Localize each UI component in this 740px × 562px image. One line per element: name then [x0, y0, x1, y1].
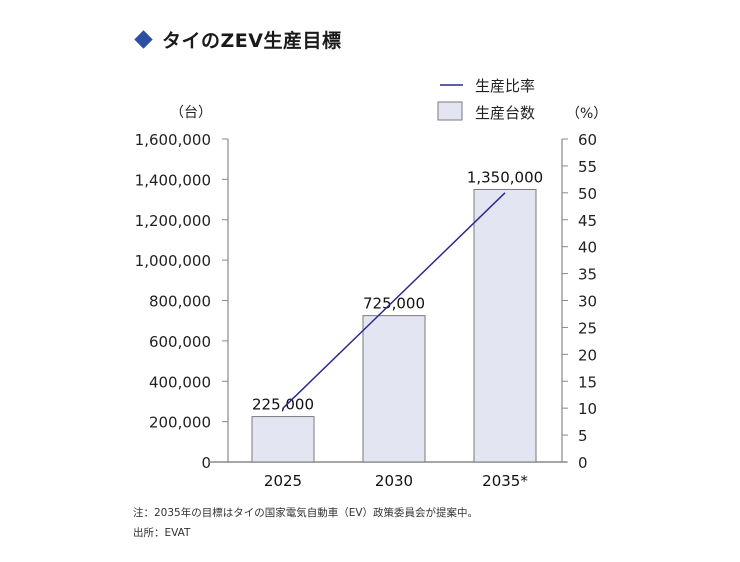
right-tick-label: 35 [578, 266, 597, 284]
right-tick-label: 45 [578, 212, 597, 230]
bar-value-label: 1,350,000 [467, 168, 543, 186]
chart-area: 生産比率 生産台数 （台） （%） 0 200,000 400,000 600,000… [135, 77, 608, 490]
left-tick-label: 800,000 [149, 293, 211, 311]
left-tick-label: 1,200,000 [135, 212, 211, 230]
right-tick-label: 0 [578, 454, 588, 472]
note-text: 注：2035年の目標はタイの国家電気自動車（EV）政策委員会が提案中。 [133, 507, 479, 519]
bar-value-label: 725,000 [363, 295, 425, 313]
left-tick-label: 1,000,000 [135, 252, 211, 270]
left-tick-label: 1,600,000 [135, 131, 211, 149]
line-series [282, 192, 506, 409]
x-axis-labels: 2025 2030 2035* [264, 472, 528, 490]
right-tick-label: 55 [578, 158, 597, 176]
x-tick-label: 2030 [375, 472, 413, 490]
legend-bar-swatch [437, 101, 463, 121]
legend-bar-label: 生産台数 [475, 104, 535, 122]
left-tick-label: 1,400,000 [135, 171, 211, 189]
left-axis: 0 200,000 400,000 600,000 800,000 1,000,000 1,… [135, 131, 567, 472]
legend: 生産比率 生産台数 [437, 77, 535, 122]
legend-line-label: 生産比率 [475, 77, 535, 95]
right-tick-label: 60 [578, 131, 597, 149]
left-tick-label: 200,000 [149, 414, 211, 432]
x-tick-label: 2035* [482, 472, 528, 490]
left-tick-label: 400,000 [149, 373, 211, 391]
left-axis-unit: （台） [170, 105, 212, 121]
right-tick-label: 15 [578, 373, 597, 391]
source-text: 出所：EVAT [133, 527, 191, 539]
x-tick-label: 2025 [264, 472, 302, 490]
right-tick-label: 20 [578, 346, 597, 364]
left-tick-label: 600,000 [149, 333, 211, 351]
right-axis-unit: （%） [566, 106, 607, 122]
right-tick-label: 10 [578, 400, 597, 418]
left-tick-label: 0 [201, 454, 211, 472]
bar-2035 [473, 188, 537, 463]
bar-2025 [251, 416, 315, 463]
chart-title-text: タイのZEV生産目標 [162, 29, 342, 52]
chart-title: タイのZEV生産目標 [133, 24, 341, 54]
right-tick-label: 25 [578, 319, 597, 337]
right-tick-label: 5 [578, 427, 588, 445]
ratio-line [282, 192, 506, 409]
footnotes: 注：2035年の目標はタイの国家電気自動車（EV）政策委員会が提案中。 出所：E… [133, 503, 478, 543]
right-axis: 0 5 10 15 20 25 30 35 40 45 50 55 60 [561, 131, 597, 472]
bar-series: 225,000 725,000 1,350,000 [251, 168, 543, 463]
bar-2030 [362, 315, 426, 463]
right-tick-label: 40 [578, 239, 597, 257]
right-tick-label: 50 [578, 185, 597, 203]
bar-value-label: 225,000 [252, 396, 314, 414]
right-tick-label: 30 [578, 293, 597, 311]
